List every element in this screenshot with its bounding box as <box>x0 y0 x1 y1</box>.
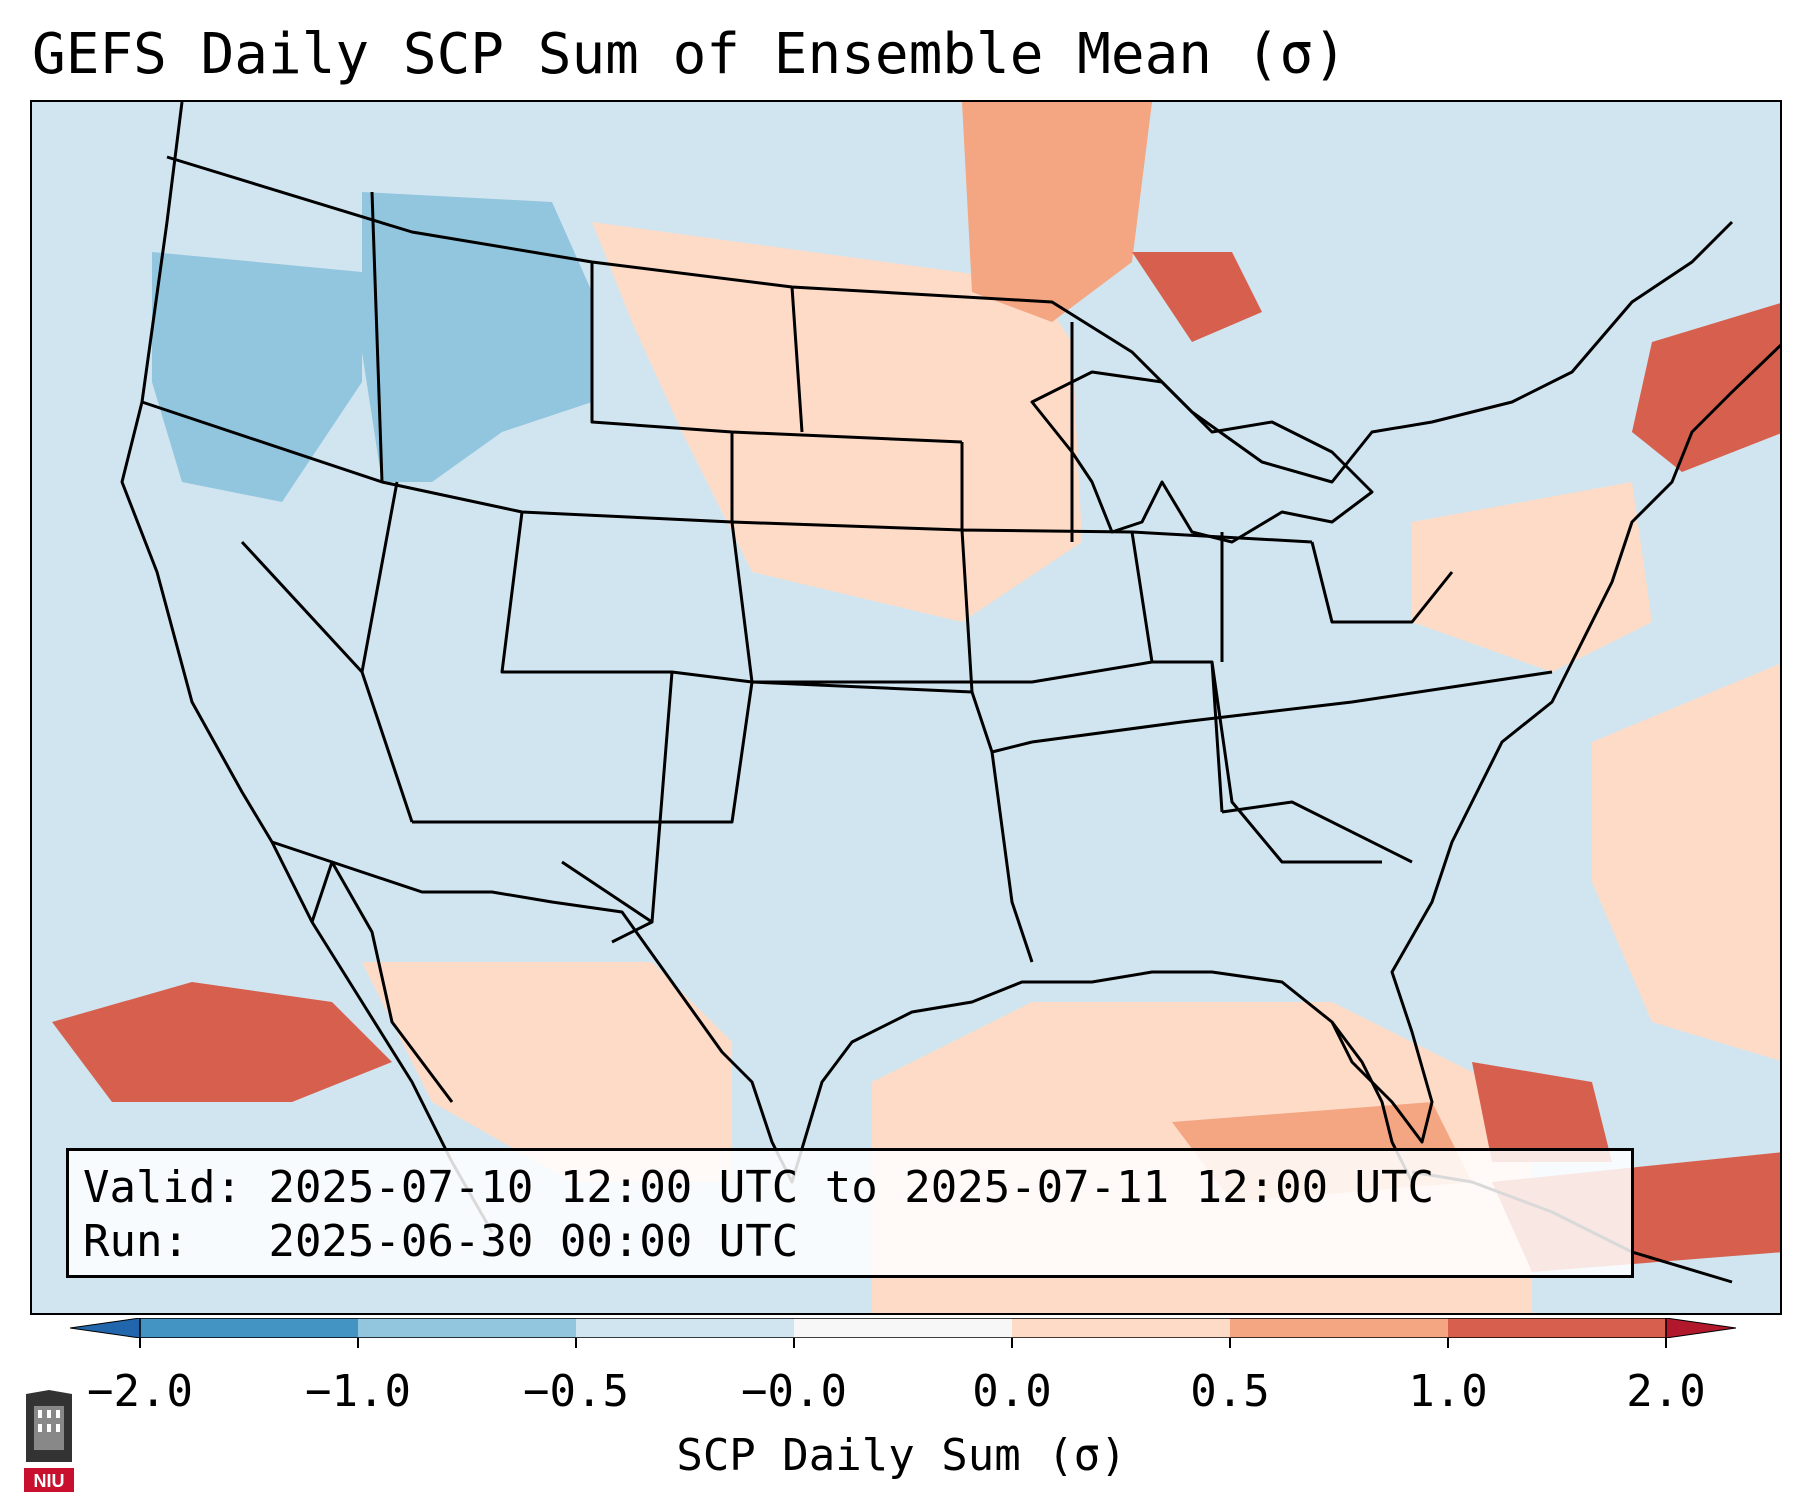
anomaly-area-1 <box>152 252 362 502</box>
anomaly-area-11 <box>1592 663 1780 1061</box>
anomaly-area-13 <box>362 962 732 1182</box>
colorbar-tick-mark <box>1665 1338 1667 1348</box>
colorbar-bin-2 <box>576 1318 795 1338</box>
run-label: Run: <box>83 1216 189 1267</box>
colorbar-tick-label: −1.0 <box>305 1366 411 1417</box>
colorbar-tick-mark <box>575 1338 577 1348</box>
colorbar-tick-label: 0.0 <box>972 1366 1052 1417</box>
colorbar-extend-low <box>70 1318 141 1338</box>
anomaly-fills <box>32 102 1780 1313</box>
colorbar-extend-high <box>1665 1318 1736 1338</box>
map-svg <box>32 102 1780 1313</box>
colorbar-border <box>139 1318 1667 1338</box>
valid-value: 2025-07-10 12:00 UTC to 2025-07-11 12:00… <box>268 1162 1435 1213</box>
run-row: Run: 2025-06-30 00:00 UTC <box>83 1215 1617 1269</box>
run-value: 2025-06-30 00:00 UTC <box>268 1216 799 1267</box>
mexico-coast <box>310 860 454 1103</box>
colorbar-tick-label: 0.5 <box>1190 1366 1270 1417</box>
colorbar-bin-5 <box>1230 1318 1449 1338</box>
colorbar-bin-0 <box>140 1318 359 1338</box>
colorbar-tick-label: −0.5 <box>523 1366 629 1417</box>
colorbar-bin-6 <box>1448 1318 1667 1338</box>
colorbar-bin-3 <box>794 1318 1013 1338</box>
anomaly-area-4 <box>1132 252 1262 342</box>
boundaries <box>120 102 1780 1284</box>
anomaly-area-3 <box>962 102 1152 322</box>
colorbar <box>70 1318 1736 1338</box>
chart-title: GEFS Daily SCP Sum of Ensemble Mean (σ) <box>32 22 1347 87</box>
colorbar-title: SCP Daily Sum (σ) <box>676 1430 1127 1481</box>
valid-label: Valid: <box>83 1162 242 1213</box>
colorbar-tick-label: 1.0 <box>1408 1366 1488 1417</box>
colorbar-tick-mark <box>139 1338 141 1348</box>
anomaly-area-9 <box>1472 1062 1612 1162</box>
colorbar-tick-label: −2.0 <box>87 1366 193 1417</box>
us-coastline-outline <box>120 102 1780 1184</box>
niu-logo-text: NIU <box>34 1471 65 1491</box>
colorbar-tick-mark <box>793 1338 795 1348</box>
us-canada-border <box>166 155 1734 484</box>
colorbar-tick-mark <box>357 1338 359 1348</box>
colorbar-tick-mark <box>1447 1338 1449 1348</box>
colorbar-tick-label: −0.0 <box>741 1366 847 1417</box>
colorbar-bin-4 <box>1012 1318 1231 1338</box>
map-frame <box>30 100 1782 1315</box>
colorbar-bin-1 <box>358 1318 577 1338</box>
niu-logo: NIU <box>24 1390 74 1492</box>
anomaly-area-5 <box>1632 303 1780 472</box>
anomaly-area-2 <box>592 222 1082 622</box>
state-lines <box>141 191 1553 963</box>
valid-run-box: Valid: 2025-07-10 12:00 UTC to 2025-07-1… <box>66 1148 1634 1278</box>
anomaly-area-10 <box>52 982 392 1102</box>
great-lakes <box>1030 370 1374 544</box>
colorbar-tick-mark <box>1229 1338 1231 1348</box>
colorbar-tick-mark <box>1011 1338 1013 1348</box>
valid-row: Valid: 2025-07-10 12:00 UTC to 2025-07-1… <box>83 1161 1617 1215</box>
colorbar-tick-label: 2.0 <box>1626 1366 1706 1417</box>
anomaly-area-0 <box>362 192 592 482</box>
